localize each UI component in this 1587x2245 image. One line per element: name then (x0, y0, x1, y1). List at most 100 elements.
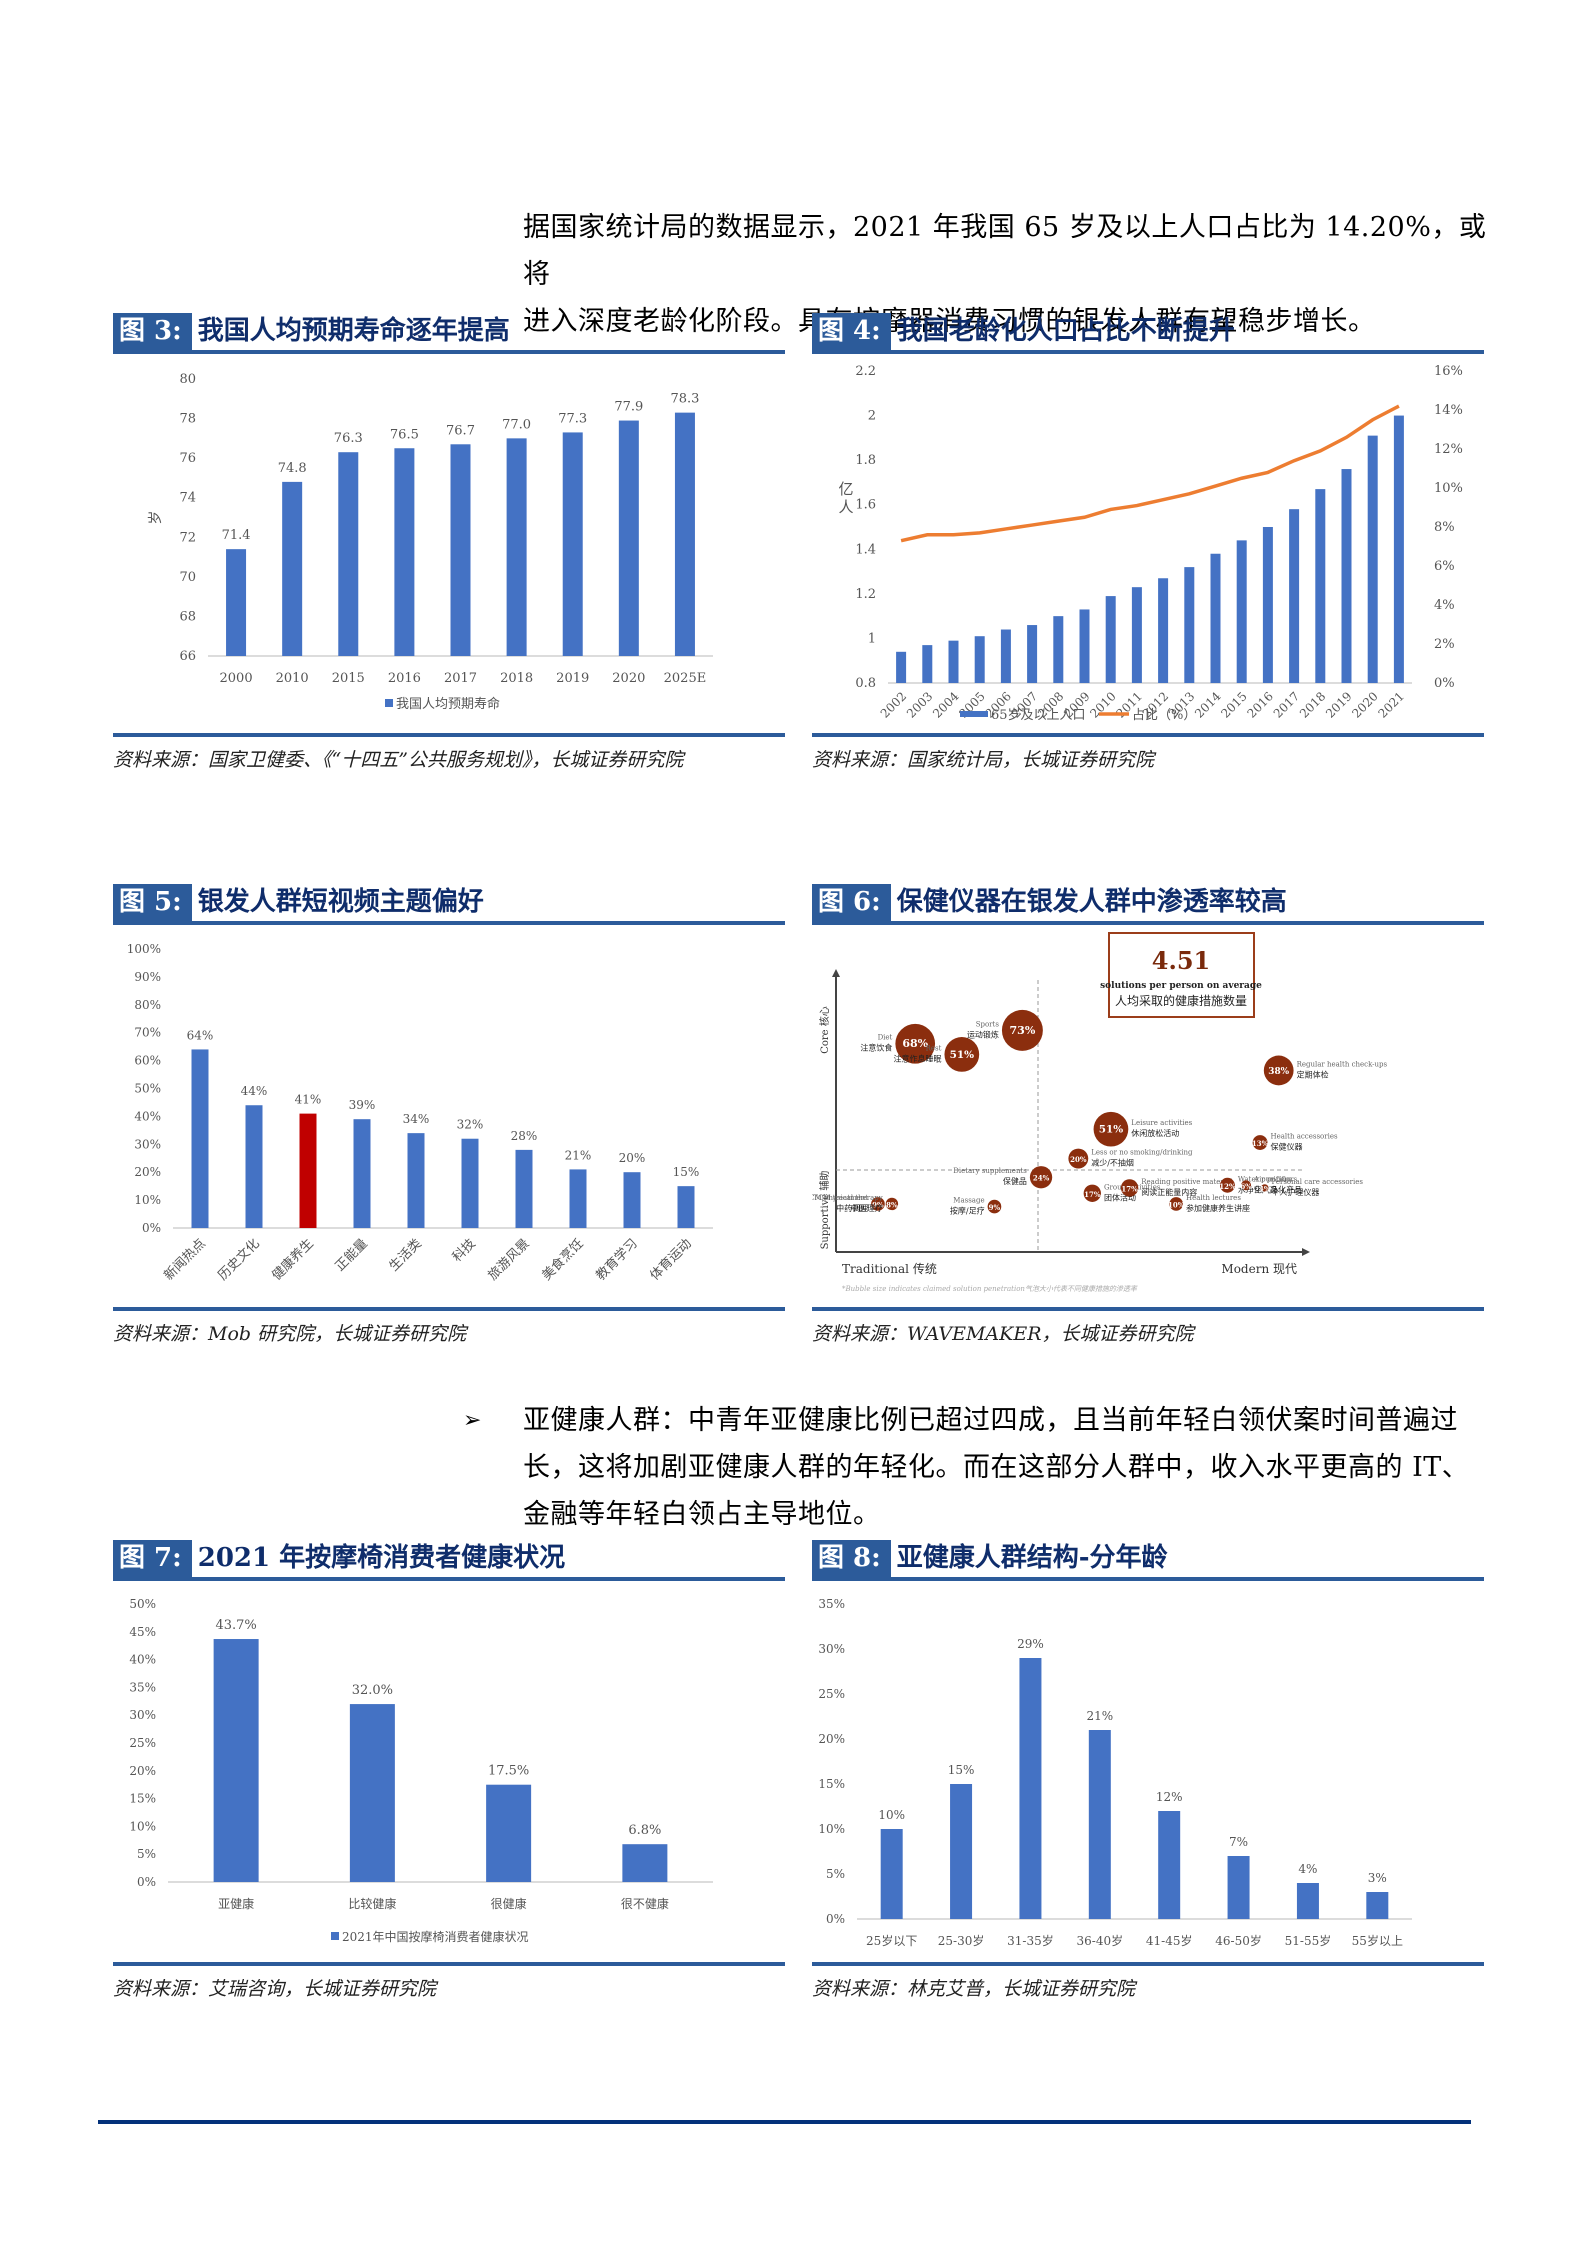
legend-label: 我国人均预期寿命 (396, 696, 500, 712)
bar-value-label: 44% (241, 1084, 268, 1098)
bar (1393, 415, 1404, 683)
x-tick-label: 正能量 (333, 1236, 371, 1274)
bubble-value: 38% (1268, 1067, 1289, 1077)
bar (226, 549, 247, 656)
bar-value-label: 12% (1156, 1790, 1183, 1804)
y-axis-bottom-label: Supportive 辅助 (818, 1171, 831, 1250)
average-solutions-callout: 4.51 solutions per person on average 人均采取的… (1100, 932, 1262, 1018)
y-tick-label: 5% (826, 1867, 845, 1881)
bar-value-label: 77.0 (502, 417, 531, 432)
share-line (900, 404, 1400, 543)
figure-source: 资料来源：林克艾普，长城证券研究院 (812, 1978, 1136, 2000)
y-tick-label: 10% (818, 1822, 845, 1836)
intro-line-1: 据国家统计局的数据显示，2021 年我国 65 岁及以上人口占比为 14.20%… (523, 212, 1487, 290)
bar (1088, 1730, 1111, 1919)
bar-value-label: 78.3 (670, 392, 699, 407)
x-tick-label: 46-50岁 (1215, 1933, 1262, 1948)
y-tick-label: 40% (129, 1653, 156, 1667)
y2-tick-label: 10% (1434, 481, 1463, 496)
y-tick-label: 66 (179, 649, 196, 664)
y-tick-label: 0% (137, 1875, 156, 1889)
health-solutions-bubble-chart: 4.51 solutions per person on average 人均采取的… (812, 932, 1388, 1293)
y-tick-label: 25% (129, 1736, 156, 1750)
bubble-value: 17% (1121, 1184, 1138, 1193)
bubble-circle (1241, 1180, 1252, 1191)
bubble-label-zh: 个人护理仪器 (1271, 1187, 1319, 1197)
y-tick-label: 1.8 (855, 453, 876, 468)
bullet-arrow-icon: ➢ (463, 1408, 482, 1433)
bubble-value: 6% (1240, 1182, 1252, 1191)
bubble-label-zh: 保健仪器 (1271, 1142, 1303, 1152)
y-axis-label: 人 (838, 498, 853, 516)
bubble-label-zh: 注意作息睡眠 (893, 1053, 941, 1063)
bar-value-label: 41% (295, 1093, 322, 1107)
bubble-value: 51% (1099, 1124, 1123, 1136)
x-tick-label: 2020 (612, 671, 645, 686)
bar (1019, 1658, 1042, 1919)
figure-header: 图 5: 银发人群短视频主题偏好 (113, 884, 785, 925)
bubble-label-en: Less or no smoking/drinking (1091, 1149, 1193, 1157)
bubble-value: 20% (1070, 1155, 1087, 1164)
bubble-label-zh: 休闲放松活动 (1131, 1128, 1179, 1138)
y-tick-label: 1 (868, 631, 876, 646)
legend-swatch (385, 699, 393, 707)
bubble-label-zh: 按摩/足疗 (950, 1206, 985, 1216)
bubble-value: 4% (1259, 1184, 1271, 1193)
bubble-value: 17% (1084, 1190, 1101, 1199)
y-tick-label: 45% (129, 1625, 156, 1639)
bubble-label-zh: 阅读正能量内容 (1141, 1187, 1197, 1197)
bubble-label-en: Leisure activities (1131, 1119, 1192, 1127)
bar-value-label: 64% (187, 1028, 214, 1042)
bar (1184, 567, 1195, 683)
y-tick-label: 50% (129, 1597, 156, 1611)
bubble-circle (1093, 1111, 1129, 1147)
bar (1341, 469, 1352, 683)
bar (299, 1113, 317, 1228)
bar (506, 438, 527, 656)
y-tick-label: 40% (134, 1109, 161, 1123)
bar-value-label: 15% (948, 1763, 975, 1777)
legend: 65岁及以上人口 占比（%） (960, 708, 1196, 723)
y-tick-label: 60% (134, 1054, 161, 1068)
bubble-label-en: Sports (976, 1020, 1000, 1028)
svg-text:solutions per person on averag: solutions per person on average (1100, 981, 1262, 991)
y-tick-label: 80% (134, 998, 161, 1012)
bar (1158, 1811, 1181, 1919)
bar (1000, 629, 1011, 683)
source-divider (113, 1307, 785, 1311)
y2-tick-label: 8% (1434, 520, 1455, 535)
bubble-label-en: Rest (926, 1044, 942, 1052)
x-tick-label: 2019 (556, 671, 589, 686)
x-tick-label: 2000 (220, 671, 253, 686)
figure-number: 图 5: (113, 884, 192, 921)
y-tick-label: 10% (134, 1193, 161, 1207)
x-tick-label: 很健康 (491, 1896, 527, 1911)
y-tick-label: 10% (129, 1819, 156, 1833)
y-tick-label: 20% (818, 1732, 845, 1746)
y-tick-label: 2.2 (855, 364, 876, 379)
bar (515, 1149, 533, 1228)
source-divider (812, 733, 1484, 737)
bubble-value: 73% (1010, 1024, 1036, 1037)
figure-title: 我国老龄化人口占比不断提升 (896, 316, 1235, 346)
figure-title: 银发人群短视频主题偏好 (197, 887, 484, 917)
bar (353, 1119, 371, 1228)
x-tick-label: 2018 (1297, 689, 1328, 720)
bubble-label-en: TCM treatment (813, 1194, 868, 1202)
bar (880, 1829, 903, 1919)
x-axis-left-label: Traditional 传统 (842, 1261, 937, 1276)
x-tick-label: 新闻热点 (161, 1236, 209, 1284)
bar (191, 1049, 209, 1228)
y-tick-label: 0% (142, 1221, 161, 1235)
bubble-label-zh: 团体活动 (1104, 1192, 1136, 1202)
y-axis-top-label: Core 核心 (818, 1006, 831, 1054)
y2-tick-label: 4% (1434, 598, 1455, 613)
bar (461, 1138, 479, 1228)
y-tick-label: 0.8 (855, 676, 876, 691)
